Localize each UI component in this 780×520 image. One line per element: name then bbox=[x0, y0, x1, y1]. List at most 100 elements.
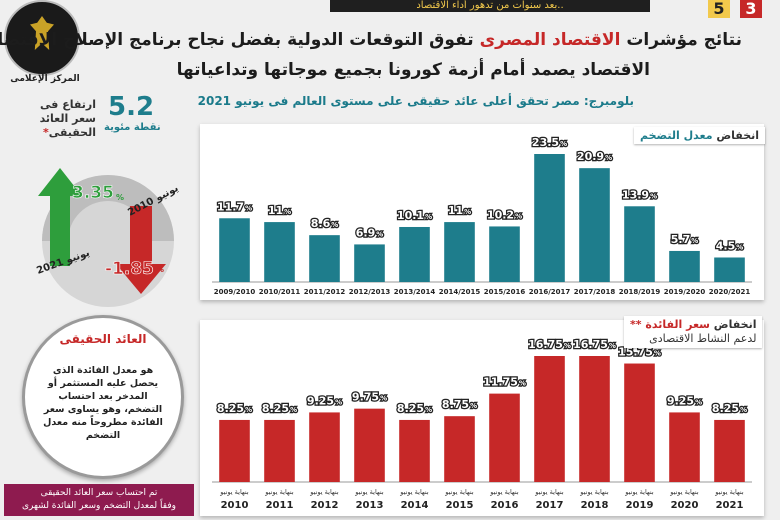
june-2010-value: -1.85 bbox=[105, 259, 154, 279]
headline-line-2: الاقتصاد يصمد أمام أزمة كورونا بجميع موج… bbox=[176, 60, 650, 80]
bar-value-label: 8.75% bbox=[442, 398, 477, 411]
bar bbox=[354, 244, 385, 282]
bar bbox=[624, 363, 655, 482]
category-label: 2016/2017 bbox=[529, 288, 571, 296]
bar-value-label: 11% bbox=[448, 204, 471, 217]
category-prefix-label: بنهاية يونيو bbox=[624, 488, 654, 496]
rise-unit: نقطة مئوية bbox=[104, 122, 161, 133]
category-label: 2016 bbox=[491, 500, 519, 511]
category-label: 2014 bbox=[401, 500, 429, 511]
definition-title: العائد الحقيقى bbox=[59, 332, 147, 346]
bar bbox=[264, 222, 295, 282]
bar-value-label: 4.5% bbox=[716, 239, 744, 252]
category-label: 2014/2015 bbox=[439, 288, 481, 296]
bar-value-label: 23.5% bbox=[532, 136, 567, 149]
category-label: 2017/2018 bbox=[574, 288, 616, 296]
bar-value-label: 9.25% bbox=[307, 394, 342, 407]
category-prefix-label: بنهاية يونيو bbox=[309, 488, 339, 496]
category-label: 2019/2020 bbox=[664, 288, 706, 296]
bar-value-label: 9.25% bbox=[667, 394, 702, 407]
category-label: 2018 bbox=[581, 500, 609, 511]
category-prefix-label: بنهاية يونيو bbox=[714, 488, 744, 496]
up-arrow-icon bbox=[38, 168, 82, 266]
bar-value-label: 8.25% bbox=[397, 402, 432, 415]
category-label: 2012 bbox=[311, 500, 339, 511]
bar bbox=[669, 250, 700, 282]
category-label: 2011 bbox=[266, 500, 294, 511]
bar bbox=[579, 168, 610, 282]
interest-chart-panel: 8.25% بنهاية يونيو 2010 8.25% بنهاية يونيو 20… bbox=[200, 320, 764, 516]
bar bbox=[579, 356, 610, 482]
cabinet-logo bbox=[4, 0, 80, 76]
bar-value-label: 8.6% bbox=[311, 217, 339, 230]
category-prefix-label: بنهاية يونيو bbox=[534, 488, 564, 496]
bar-value-label: 15.75% bbox=[618, 346, 661, 359]
category-label: 2013 bbox=[356, 500, 384, 511]
headline-post: تفوق التوقعات الدولية بفضل نجاح برنامج ا… bbox=[0, 30, 480, 50]
definition-body: هو معدل الفائدة الذى يحصل عليه المستثمر … bbox=[43, 365, 163, 441]
category-label: 2015/2016 bbox=[484, 288, 526, 296]
bar-value-label: 8.25% bbox=[217, 402, 252, 415]
headline-pre: نتائج مؤشرات bbox=[620, 30, 742, 50]
bar-value-label: 11.7% bbox=[217, 200, 252, 213]
inflation-chart-panel: 11.7% 2009/2010 11% 2010/2011 8.6% 2011/2012 6… bbox=[200, 124, 764, 300]
june-2021-percent: % bbox=[116, 193, 124, 202]
bar bbox=[264, 419, 295, 482]
june-2010-percent: % bbox=[156, 265, 164, 274]
category-label: 2011/2012 bbox=[304, 288, 346, 296]
bar-value-label: 8.25% bbox=[712, 402, 747, 415]
category-label: 2013/2014 bbox=[394, 288, 436, 296]
bar bbox=[444, 416, 475, 482]
bar-value-label: 20.9% bbox=[577, 150, 612, 163]
bar bbox=[354, 408, 385, 482]
bar bbox=[309, 412, 340, 482]
bar bbox=[444, 222, 475, 282]
bar bbox=[399, 419, 430, 482]
bar bbox=[489, 226, 520, 282]
inflation-chart-title: انخفاض معدل التضخم bbox=[634, 127, 766, 144]
bar bbox=[219, 218, 250, 282]
bar bbox=[534, 356, 565, 482]
definition-circle: العائد الحقيقى هو معدل الفائدة الذى يحصل… bbox=[22, 315, 184, 479]
bar bbox=[489, 393, 520, 482]
category-label: 2018/2019 bbox=[619, 288, 661, 296]
real-yield-graphic: 3.35 % -1.85 % يونيو 2010 يونيو 2021 bbox=[35, 168, 181, 307]
category-label: 2012/2013 bbox=[349, 288, 391, 296]
subheadline: بلومبرج: مصر تحقق أعلى عائد حقيقى على مس… bbox=[197, 94, 634, 108]
footnote: تم احتساب سعر العائد الحقيقى وفقاً لمعدل… bbox=[4, 484, 194, 516]
inflation-chart: 11.7% 2009/2010 11% 2010/2011 8.6% 2011/2012 6… bbox=[212, 135, 752, 296]
logo-caption: المركز الإعلامى bbox=[10, 74, 80, 84]
category-label: 2010/2011 bbox=[259, 288, 301, 296]
rise-value: 5.2 bbox=[108, 92, 155, 122]
category-prefix-label: بنهاية يونيو bbox=[399, 488, 429, 496]
category-prefix-label: بنهاية يونيو bbox=[489, 488, 519, 496]
bar-value-label: 13.9% bbox=[622, 188, 657, 201]
bar-value-label: 16.75% bbox=[573, 338, 616, 351]
category-prefix-label: بنهاية يونيو bbox=[444, 488, 474, 496]
category-label: 2021 bbox=[716, 500, 744, 511]
category-label: 2019 bbox=[626, 500, 654, 511]
interest-chart: 8.25% بنهاية يونيو 2010 8.25% بنهاية يونيو 20… bbox=[212, 337, 752, 511]
bar bbox=[624, 206, 655, 282]
category-prefix-label: بنهاية يونيو bbox=[579, 488, 609, 496]
category-label: 2020/2021 bbox=[709, 288, 751, 296]
category-label: 2009/2010 bbox=[214, 288, 256, 296]
bar-value-label: 5.7% bbox=[671, 233, 699, 246]
category-prefix-label: بنهاية يونيو bbox=[219, 488, 249, 496]
bar bbox=[669, 412, 700, 482]
category-prefix-label: بنهاية يونيو bbox=[264, 488, 294, 496]
category-prefix-label: بنهاية يونيو bbox=[354, 488, 384, 496]
bar-value-label: 16.75% bbox=[528, 338, 571, 351]
page-number-left: 5 bbox=[708, 0, 730, 18]
bar bbox=[219, 419, 250, 482]
bar-value-label: 10.2% bbox=[487, 208, 522, 221]
page-number-right: 3 bbox=[740, 0, 762, 18]
category-label: 2010 bbox=[221, 500, 249, 511]
bar bbox=[399, 226, 430, 282]
rise-label: ارتفاع فى سعر العائد الحقيقى* bbox=[39, 98, 96, 139]
bar-value-label: 8.25% bbox=[262, 402, 297, 415]
bar-value-label: 6.9% bbox=[356, 226, 384, 239]
bar-value-label: 11.75% bbox=[483, 376, 526, 389]
category-prefix-label: بنهاية يونيو bbox=[669, 488, 699, 496]
bar-value-label: 11% bbox=[268, 204, 291, 217]
